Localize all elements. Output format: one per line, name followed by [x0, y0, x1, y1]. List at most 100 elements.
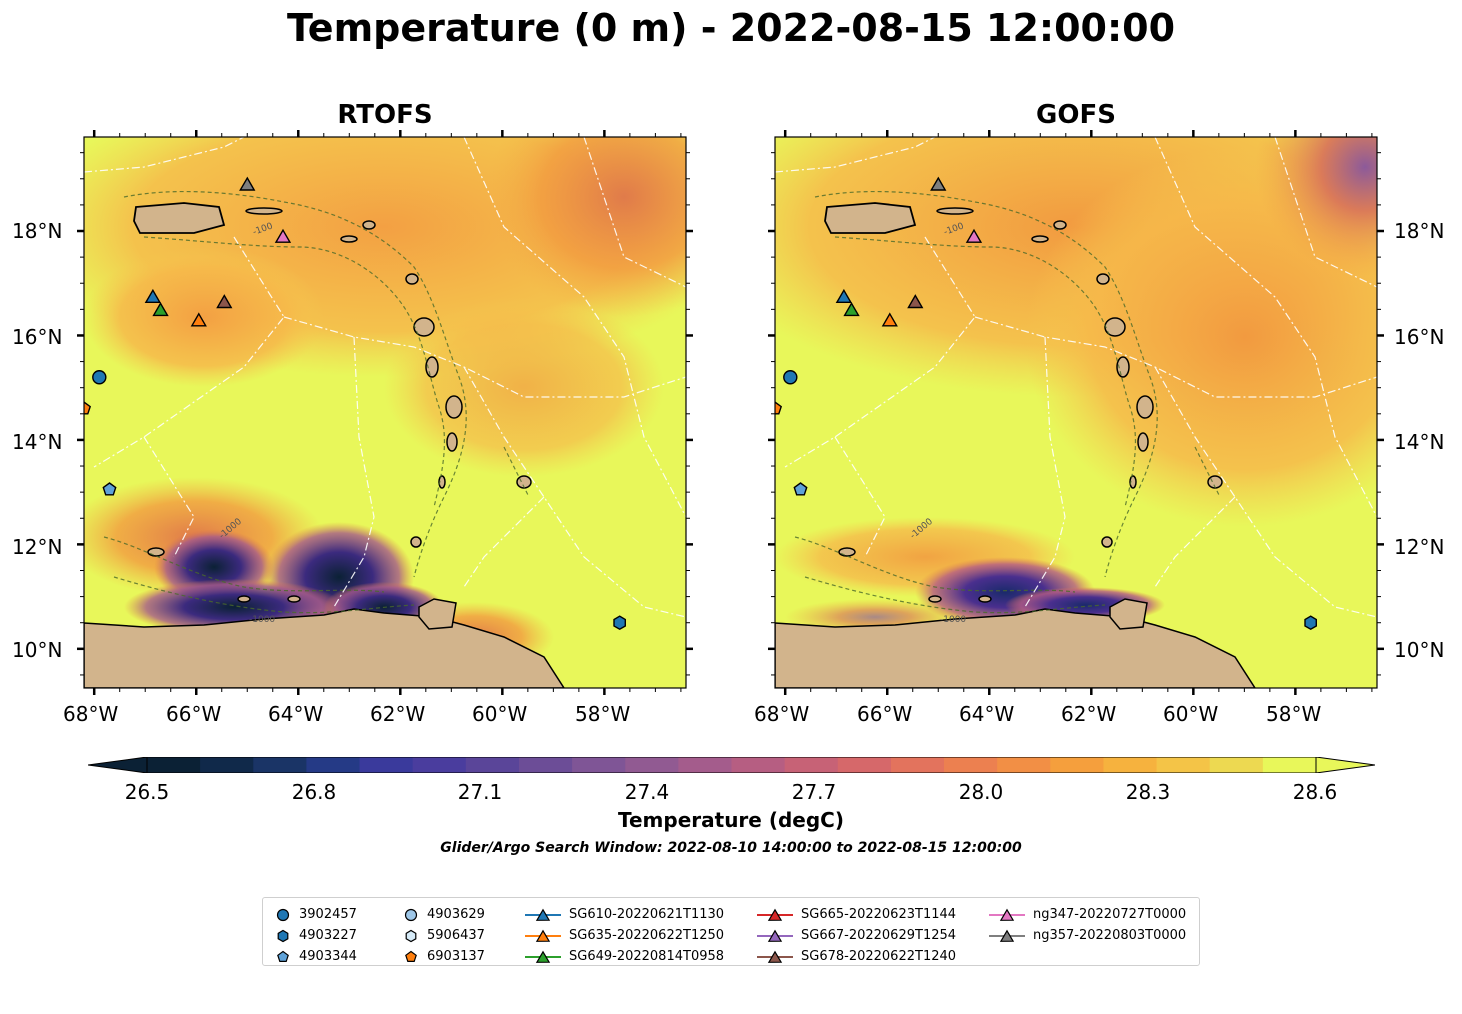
legend-item: SG667-20220629T1254 [757, 925, 956, 946]
lon-label: 62°W [370, 702, 426, 726]
lat-label: 14°N [12, 430, 63, 454]
triangle-marker-icon [144, 288, 162, 304]
triangle-marker-icon [907, 294, 924, 309]
legend-item: 3902457 [275, 904, 357, 925]
triangle-marker-icon [757, 929, 793, 942]
legend-column: ng347-20220727T0000 ng357-20220803T0000 [989, 904, 1186, 946]
pentagon-marker-icon [84, 401, 92, 415]
puerto-rico-island [133, 202, 226, 234]
colorbar-tick-label: 27.4 [624, 780, 670, 804]
lesser-antilles-islands [838, 207, 1223, 603]
trinidad-island [418, 598, 457, 630]
legend-column: 4903629 5906437 6903137 [403, 904, 485, 967]
axis-ticks [77, 130, 693, 695]
legend-item: 5906437 [403, 925, 485, 946]
observation-markers [84, 176, 626, 631]
colorbar-tick-label: 26.5 [124, 780, 170, 804]
triangle-marker-icon [843, 302, 860, 317]
triangle-marker-icon [989, 908, 1025, 921]
legend-item: 4903629 [403, 904, 485, 925]
legend-item: SG665-20220623T1144 [757, 904, 956, 925]
lon-label: 68°W [63, 702, 119, 726]
colorbar-tick-label: 26.8 [291, 780, 337, 804]
triangle-marker-icon [190, 312, 207, 327]
bathymetry-contours [794, 190, 1221, 614]
legend-column: SG665-20220623T1144 SG667-20220629T1254 … [757, 904, 956, 967]
triangle-marker-icon [930, 176, 947, 191]
axis-ticks [768, 130, 1384, 695]
triangle-marker-icon [239, 176, 256, 191]
lon-label: 58°W [1266, 702, 1322, 726]
panel-title-gofs: GOFS [1036, 100, 1116, 130]
triangle-marker-icon [525, 950, 561, 963]
lon-label: 68°W [754, 702, 810, 726]
lat-label: 10°N [1394, 638, 1445, 662]
legend-item: ng357-20220803T0000 [989, 925, 1186, 946]
lon-label: 66°W [166, 702, 222, 726]
eez-boundaries [84, 137, 686, 618]
colorbar-tick-label: 27.1 [457, 780, 503, 804]
circle-marker-icon [276, 908, 290, 921]
legend-column: SG610-20220621T1130 SG635-20220622T1250 … [525, 904, 724, 967]
lat-label: 18°N [12, 219, 63, 243]
hexagon-marker-icon [277, 929, 289, 942]
triangle-marker-icon [965, 228, 983, 243]
contour-label: -1000 [940, 615, 966, 625]
hexagon-marker-icon [613, 615, 626, 631]
colorbar-tick-label: 28.0 [958, 780, 1004, 804]
lon-label: 64°W [959, 702, 1015, 726]
triangle-marker-icon [274, 228, 292, 243]
legend-item: SG610-20220621T1130 [525, 904, 724, 925]
hexagon-marker-icon [1304, 615, 1317, 631]
pentagon-marker-icon [277, 950, 289, 962]
circle-marker-icon [783, 370, 798, 385]
lat-label: 16°N [12, 325, 63, 349]
triangle-marker-icon [152, 302, 169, 317]
legend-item: SG678-20220622T1240 [757, 946, 956, 967]
lat-label: 10°N [12, 638, 63, 662]
colorbar-tick-label: 28.3 [1125, 780, 1171, 804]
pentagon-marker-icon [793, 482, 808, 496]
lat-label: 18°N [1394, 219, 1445, 243]
warm-water-region [1255, 137, 1377, 277]
hexagon-marker-icon [405, 929, 417, 942]
pentagon-marker-icon [102, 482, 117, 496]
lat-label: 12°N [1394, 535, 1445, 559]
panel-title-rtofs: RTOFS [337, 100, 433, 130]
legend-item: SG635-20220622T1250 [525, 925, 724, 946]
lon-label: 62°W [1061, 702, 1117, 726]
lon-label: 58°W [575, 702, 631, 726]
lat-label: 14°N [1394, 430, 1445, 454]
triangle-marker-icon [989, 929, 1025, 942]
lon-label: 64°W [268, 702, 324, 726]
lon-label: 60°W [472, 702, 528, 726]
legend-item: SG649-20220814T0958 [525, 946, 724, 967]
colorbar-tick-label: 27.7 [791, 780, 837, 804]
triangle-marker-icon [835, 288, 853, 304]
warm-water-region [484, 137, 686, 317]
contour-label: -1000 [249, 615, 275, 625]
warm-water-region [84, 247, 324, 387]
triangle-marker-icon [216, 294, 233, 309]
lesser-antilles-islands [147, 207, 532, 603]
circle-marker-icon [92, 370, 107, 385]
lon-label: 66°W [857, 702, 913, 726]
figure-title: Temperature (0 m) - 2022-08-15 12:00:00 [286, 6, 1176, 50]
legend-item: 6903137 [403, 946, 485, 967]
colorbar-tick-label: 28.6 [1292, 780, 1338, 804]
legend: 3902457 4903227 4903344 4903629 5906437 … [262, 897, 1200, 966]
lat-label: 16°N [1394, 325, 1445, 349]
search-window-note: Glider/Argo Search Window: 2022-08-10 14… [440, 840, 1022, 856]
south-america-land [84, 608, 565, 688]
observation-markers [775, 176, 1317, 631]
rtofs-map: -1000 -1000 -100 [77, 130, 693, 695]
triangle-marker-icon [525, 929, 561, 942]
triangle-marker-icon [525, 908, 561, 921]
legend-item: 4903344 [275, 946, 357, 967]
triangle-marker-icon [757, 950, 793, 963]
colorbar-label: Temperature (degC) [618, 808, 844, 832]
eez-boundaries [775, 137, 1377, 618]
legend-item: 4903227 [275, 925, 357, 946]
colorbar [88, 757, 1375, 773]
gofs-map: -1000 -1000 -100 [768, 130, 1384, 695]
